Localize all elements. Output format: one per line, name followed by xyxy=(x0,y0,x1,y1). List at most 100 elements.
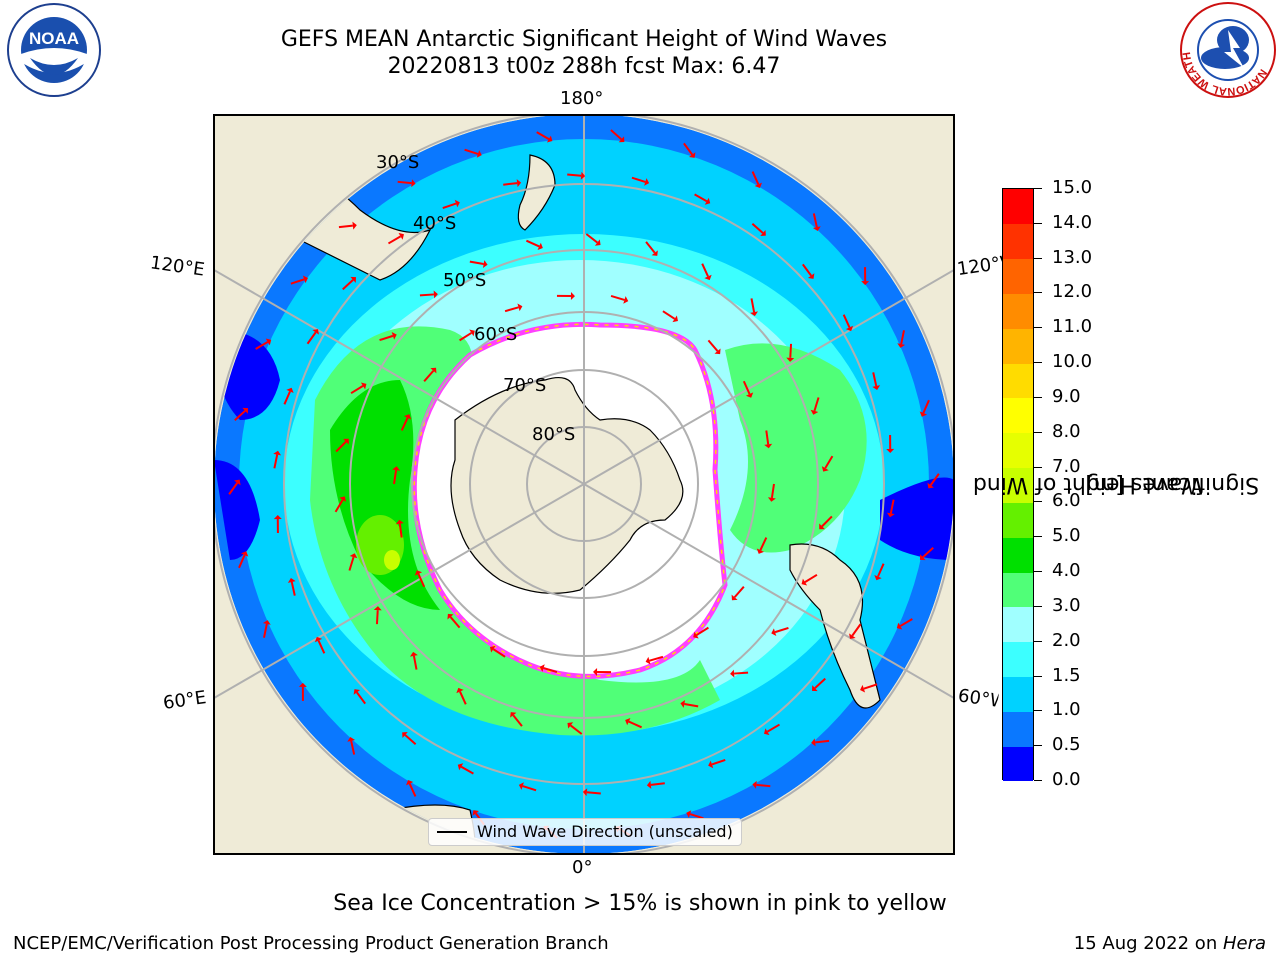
wave-arrow-shaft xyxy=(504,306,519,313)
wave-arrow-head xyxy=(756,548,765,554)
wave-arrow-shaft xyxy=(586,791,601,795)
wave-arrow-shaft xyxy=(684,702,699,708)
wave-arrow-shaft xyxy=(417,573,426,588)
wave-arrow-head xyxy=(406,780,414,786)
wave-arrow-shaft xyxy=(900,330,905,345)
footer-date-text: 15 Aug 2022 on xyxy=(1073,933,1223,954)
colorbar-segment xyxy=(1003,746,1033,782)
wave-arrow-head xyxy=(411,179,416,188)
wave-arrow-head xyxy=(686,810,692,818)
south-america xyxy=(789,543,881,709)
wave-arrow-head xyxy=(392,466,401,471)
wave-arrow-head xyxy=(623,296,629,304)
wave-arrow-head xyxy=(567,722,574,729)
colorbar-segment xyxy=(1003,397,1033,434)
wave-arrow-head xyxy=(469,329,475,337)
wave-arrow-shaft xyxy=(815,739,830,744)
colorbar-tick-mark xyxy=(1034,362,1042,364)
wave-arrow-shaft xyxy=(650,782,665,786)
wave-arrow-head xyxy=(430,367,437,374)
wave-arrow-head xyxy=(752,780,757,789)
wave-arrow-shaft xyxy=(774,626,789,634)
wave-arrow-shaft xyxy=(733,586,745,598)
wave-arrow-head xyxy=(242,407,249,414)
colorbar-segment xyxy=(1003,363,1033,399)
colorbar-tick-mark xyxy=(1034,675,1042,677)
wave-arrow-head xyxy=(927,482,934,489)
wave-arrow-shaft xyxy=(398,523,403,538)
wave-arrow-head xyxy=(680,700,686,708)
wave-arrow-head xyxy=(546,135,553,143)
colorbar-segment xyxy=(1003,258,1033,294)
wave-arrow-shaft xyxy=(631,176,646,183)
chart-title: GEFS MEAN Antarctic Significant Height o… xyxy=(280,27,888,52)
wave-arrow-shaft xyxy=(338,224,353,229)
wave-arrow-head xyxy=(298,682,307,687)
wave-band-3-0-east xyxy=(725,343,867,553)
wave-arrow-shaft xyxy=(649,655,664,662)
colorbar-segment xyxy=(1003,189,1033,225)
wave-arrow-shaft xyxy=(683,142,694,156)
colorbar-tick-label: 8.0 xyxy=(1052,420,1081,442)
colorbar-segment xyxy=(1003,467,1033,503)
wave-arrow-shaft xyxy=(238,554,246,569)
colorbar-tick-label: 11.0 xyxy=(1052,316,1093,338)
wave-arrow-head xyxy=(537,242,543,251)
wave-arrow-head xyxy=(594,239,601,246)
colorbar-tick-label: 2.0 xyxy=(1052,629,1081,651)
wave-arrow-shaft xyxy=(350,385,364,395)
legend-line-swatch xyxy=(437,831,467,833)
colorbar xyxy=(1002,188,1034,782)
wave-arrow-shaft xyxy=(459,332,472,342)
wave-arrow-head xyxy=(708,760,714,769)
wave-arrow-head xyxy=(821,466,829,472)
wave-arrow-shaft xyxy=(404,734,417,746)
wave-arrow-shaft xyxy=(525,239,540,248)
wave-arrow-shaft xyxy=(899,618,913,627)
wave-arrow-shaft xyxy=(814,677,826,689)
noaa-logo: NOAA xyxy=(7,3,101,97)
colorbar-tick-mark xyxy=(1034,292,1042,294)
colorbar-tick-mark xyxy=(1034,501,1042,503)
wave-arrow-head xyxy=(886,448,895,453)
wave-arrow-shaft xyxy=(610,294,625,301)
colorbar-tick-label: 3.0 xyxy=(1052,594,1081,616)
wave-arrow-head xyxy=(302,275,308,284)
wave-arrow-shaft xyxy=(701,263,709,277)
colorbar-segment xyxy=(1003,572,1033,608)
wave-arrow-shaft xyxy=(263,623,268,638)
wave-arrow-head xyxy=(456,687,464,694)
wave-arrow-shaft xyxy=(393,470,398,485)
colorbar-tick-mark xyxy=(1034,536,1042,538)
wave-arrow-shaft xyxy=(460,765,474,775)
wave-arrow-head xyxy=(767,497,776,502)
wave-arrow-shaft xyxy=(412,655,418,670)
colorbar-tick-mark xyxy=(1034,222,1042,224)
lat-label-40s: 40°S xyxy=(413,213,457,234)
wave-arrow-shaft xyxy=(464,148,479,155)
colorbar-tick-mark xyxy=(1034,396,1042,398)
wave-arrow-shaft xyxy=(707,339,719,352)
wave-arrow-head xyxy=(454,199,460,208)
wave-arrow-shaft xyxy=(387,235,402,245)
wave-arrow-shaft xyxy=(290,581,296,596)
colorbar-tick-mark xyxy=(1034,605,1042,607)
wave-arrow-head xyxy=(403,414,412,420)
wave-arrow-shaft xyxy=(824,455,834,469)
wave-arrow-head xyxy=(874,574,882,581)
colorbar-tick-label: 4.0 xyxy=(1052,560,1081,582)
wave-arrow-head xyxy=(409,651,418,657)
wave-arrow-shaft xyxy=(789,343,793,358)
wave-arrow-shaft xyxy=(711,759,726,766)
wave-arrow-head xyxy=(457,763,464,771)
wave-arrow-head xyxy=(731,594,738,601)
wave-arrow-head xyxy=(849,633,856,639)
wave-arrow-head xyxy=(312,329,319,335)
colorbar-segment xyxy=(1003,641,1033,678)
colorbar-tick-label: 9.0 xyxy=(1052,385,1081,407)
wave-arrow-head xyxy=(395,519,404,525)
wave-arrow-head xyxy=(593,667,598,676)
wave-arrow-head xyxy=(447,613,454,620)
wave-arrow-shaft xyxy=(570,724,583,735)
wave-arrow-shaft xyxy=(750,298,756,313)
